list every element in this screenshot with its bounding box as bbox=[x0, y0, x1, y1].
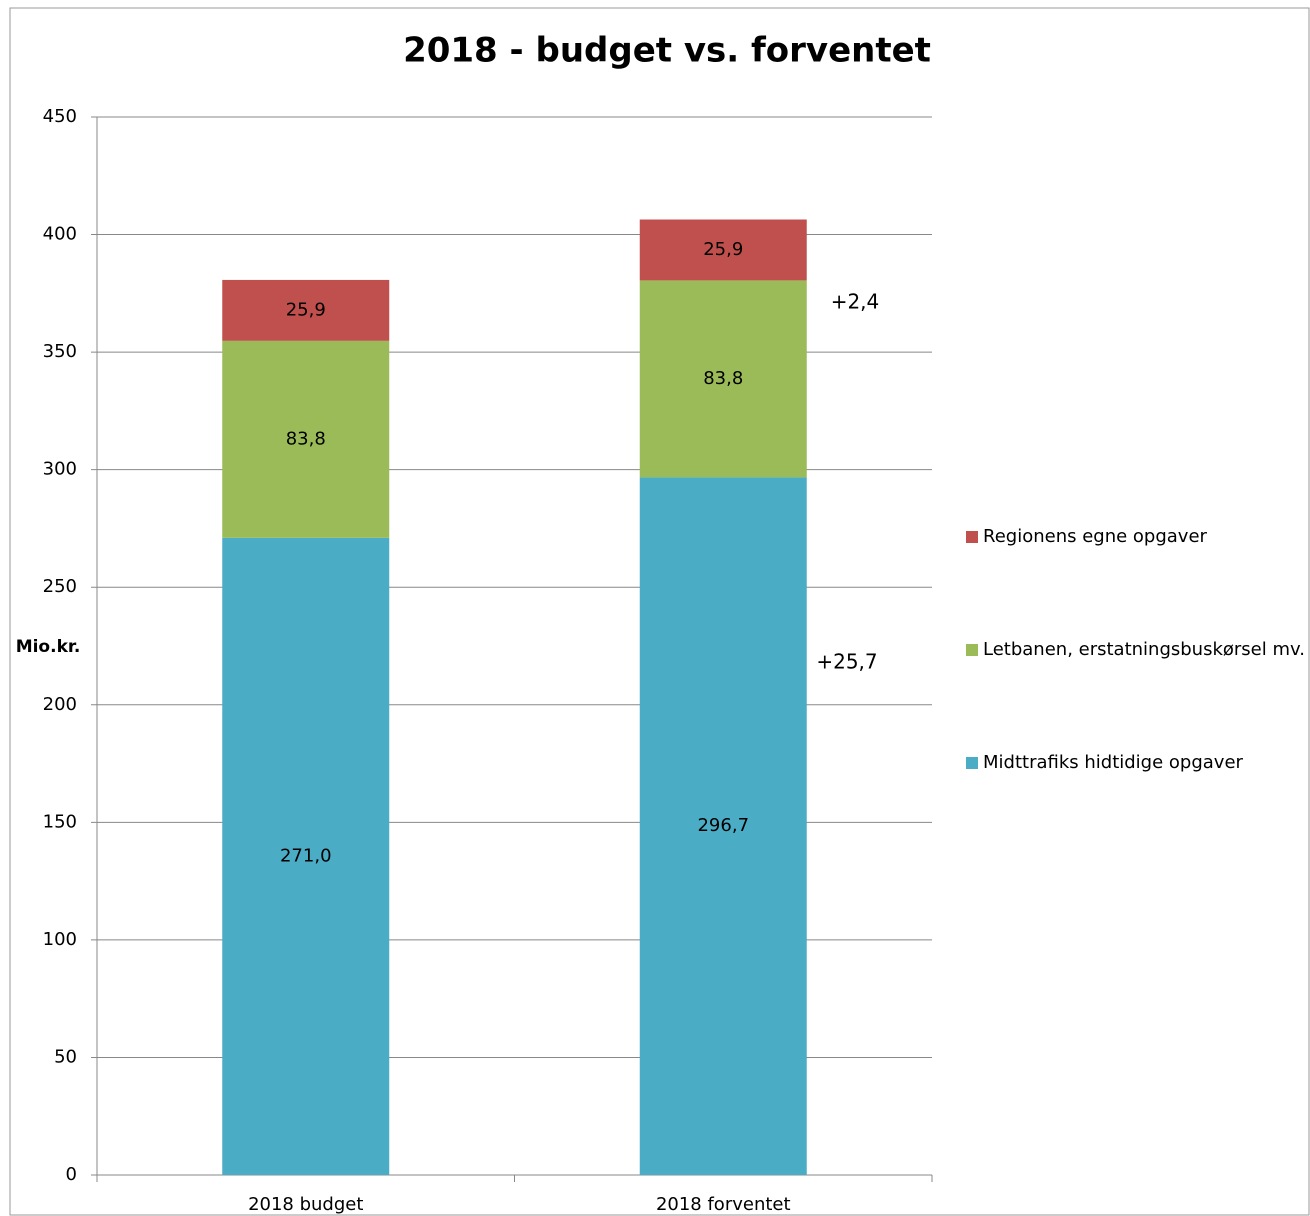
y-axis-label: Mio.kr. bbox=[16, 637, 81, 657]
chart-title: 2018 - budget vs. forventet bbox=[403, 31, 931, 71]
y-tick-label: 350 bbox=[43, 341, 77, 362]
data-label: 271,0 bbox=[280, 845, 332, 866]
legend-label: Regionens egne opgaver bbox=[983, 526, 1208, 547]
y-tick-label: 150 bbox=[43, 811, 77, 832]
y-tick-label: 50 bbox=[54, 1046, 77, 1067]
data-label: 296,7 bbox=[697, 815, 749, 836]
y-tick-label: 400 bbox=[43, 224, 77, 245]
legend-label: Midttrafiks hidtidige opgaver bbox=[983, 752, 1244, 773]
bar-segment bbox=[639, 477, 807, 1176]
bar-segment bbox=[222, 279, 390, 341]
data-label: 83,8 bbox=[286, 428, 326, 449]
y-tick-label: 300 bbox=[43, 459, 77, 480]
y-tick-label: 100 bbox=[43, 929, 77, 950]
y-tick-label: 250 bbox=[43, 576, 77, 597]
chart-border bbox=[9, 7, 1310, 1216]
y-tick-label: 450 bbox=[43, 106, 77, 127]
y-tick-label: 200 bbox=[43, 694, 77, 715]
x-tick-label: 2018 forventet bbox=[656, 1194, 791, 1215]
annotation: +25,7 bbox=[816, 650, 877, 674]
bar-segment bbox=[639, 280, 807, 478]
data-label: 25,9 bbox=[286, 299, 326, 320]
bar-segment bbox=[639, 219, 807, 281]
legend-swatch bbox=[966, 531, 978, 543]
y-tick-label: 0 bbox=[66, 1164, 77, 1185]
bar-segment bbox=[222, 340, 390, 538]
bar-segment bbox=[222, 537, 390, 1175]
legend-label: Letbanen, erstatningsbuskørsel mv. bbox=[983, 639, 1305, 660]
legend-swatch bbox=[966, 757, 978, 769]
legend-swatch bbox=[966, 644, 978, 656]
x-tick-label: 2018 budget bbox=[248, 1194, 363, 1215]
data-label: 25,9 bbox=[703, 239, 743, 260]
annotation: +2,4 bbox=[831, 290, 880, 314]
data-label: 83,8 bbox=[703, 368, 743, 389]
